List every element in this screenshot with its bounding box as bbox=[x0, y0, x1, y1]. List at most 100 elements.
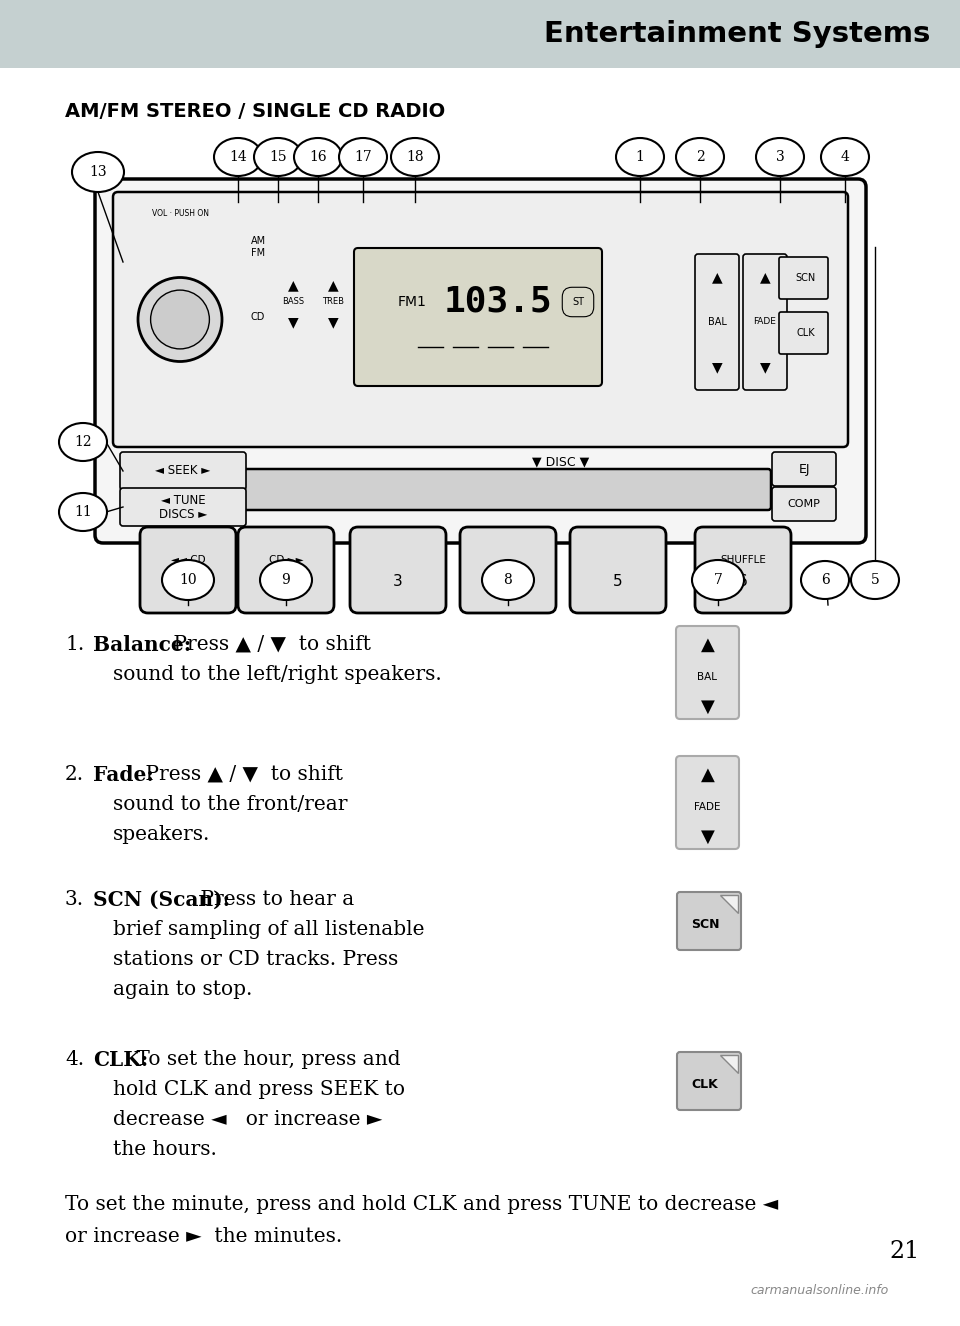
FancyBboxPatch shape bbox=[350, 526, 446, 613]
FancyBboxPatch shape bbox=[676, 626, 739, 719]
Text: FADE: FADE bbox=[754, 317, 777, 326]
Text: ▼ DISC ▼: ▼ DISC ▼ bbox=[532, 455, 589, 468]
Text: 5: 5 bbox=[613, 574, 623, 590]
Ellipse shape bbox=[391, 138, 439, 176]
Polygon shape bbox=[720, 1055, 738, 1073]
Text: 5: 5 bbox=[871, 573, 879, 587]
Text: BAL: BAL bbox=[698, 672, 717, 682]
Ellipse shape bbox=[162, 560, 214, 599]
Ellipse shape bbox=[756, 138, 804, 176]
Ellipse shape bbox=[851, 561, 899, 599]
Ellipse shape bbox=[260, 560, 312, 599]
FancyBboxPatch shape bbox=[140, 526, 236, 613]
Ellipse shape bbox=[692, 560, 744, 599]
Text: ▼: ▼ bbox=[701, 827, 714, 846]
Text: 3: 3 bbox=[394, 574, 403, 590]
FancyBboxPatch shape bbox=[772, 487, 836, 521]
Text: ◄◄ CD: ◄◄ CD bbox=[171, 556, 205, 565]
Text: ▼: ▼ bbox=[288, 316, 299, 329]
Text: 2.: 2. bbox=[65, 765, 84, 784]
Text: 1: 1 bbox=[183, 574, 193, 590]
Polygon shape bbox=[720, 895, 738, 914]
Text: 17: 17 bbox=[354, 150, 372, 164]
Text: 11: 11 bbox=[74, 505, 92, 518]
FancyBboxPatch shape bbox=[772, 452, 836, 487]
Text: 8: 8 bbox=[504, 573, 513, 587]
Bar bbox=[0, 0, 960, 68]
Text: Press to hear a: Press to hear a bbox=[194, 890, 354, 910]
Text: ◄ SEEK ►: ◄ SEEK ► bbox=[156, 464, 210, 477]
FancyBboxPatch shape bbox=[238, 526, 334, 613]
Ellipse shape bbox=[339, 138, 387, 176]
Text: or increase ►  the minutes.: or increase ► the minutes. bbox=[65, 1227, 343, 1246]
FancyBboxPatch shape bbox=[354, 248, 602, 386]
FancyBboxPatch shape bbox=[676, 756, 739, 849]
FancyBboxPatch shape bbox=[570, 526, 666, 613]
Text: ▲: ▲ bbox=[701, 636, 714, 654]
Text: 9: 9 bbox=[281, 573, 290, 587]
Text: 4: 4 bbox=[841, 150, 850, 164]
Text: ▼: ▼ bbox=[759, 359, 770, 374]
FancyBboxPatch shape bbox=[779, 312, 828, 354]
FancyBboxPatch shape bbox=[225, 469, 771, 511]
Text: DISCS ►: DISCS ► bbox=[158, 508, 207, 521]
Text: ▲: ▲ bbox=[711, 271, 722, 284]
Ellipse shape bbox=[801, 561, 849, 599]
FancyBboxPatch shape bbox=[779, 257, 828, 298]
Text: carmanualsonline.info: carmanualsonline.info bbox=[751, 1285, 889, 1298]
Text: Entertainment Systems: Entertainment Systems bbox=[543, 20, 930, 48]
Text: Fade:: Fade: bbox=[93, 765, 154, 785]
Text: again to stop.: again to stop. bbox=[113, 980, 252, 998]
Text: decrease ◄   or increase ►: decrease ◄ or increase ► bbox=[113, 1110, 382, 1128]
FancyBboxPatch shape bbox=[113, 192, 848, 447]
Text: SCN (Scan):: SCN (Scan): bbox=[93, 890, 230, 910]
Text: AM
FM: AM FM bbox=[251, 236, 266, 257]
Text: Balance:: Balance: bbox=[93, 635, 191, 655]
Text: stations or CD tracks. Press: stations or CD tracks. Press bbox=[113, 949, 398, 969]
Circle shape bbox=[138, 277, 222, 362]
Text: 2: 2 bbox=[696, 150, 705, 164]
Text: SCN: SCN bbox=[691, 919, 719, 931]
FancyBboxPatch shape bbox=[120, 488, 246, 526]
Text: brief sampling of all listenable: brief sampling of all listenable bbox=[113, 920, 424, 939]
Text: 15: 15 bbox=[269, 150, 287, 164]
Text: ST: ST bbox=[572, 297, 584, 308]
Text: VOL · PUSH ON: VOL · PUSH ON bbox=[152, 210, 208, 217]
Text: 1: 1 bbox=[636, 150, 644, 164]
Text: EJ: EJ bbox=[799, 463, 809, 476]
Text: SCN: SCN bbox=[796, 273, 816, 282]
Text: ◄ TUNE: ◄ TUNE bbox=[160, 495, 205, 508]
Text: Press ▲ / ▼  to shift: Press ▲ / ▼ to shift bbox=[139, 765, 343, 784]
Ellipse shape bbox=[59, 423, 107, 461]
Ellipse shape bbox=[59, 493, 107, 530]
Text: 12: 12 bbox=[74, 435, 92, 450]
Text: ▼: ▼ bbox=[701, 697, 714, 716]
FancyBboxPatch shape bbox=[677, 892, 741, 949]
Text: 18: 18 bbox=[406, 150, 423, 164]
Text: SHUFFLE: SHUFFLE bbox=[720, 556, 766, 565]
Text: 3.: 3. bbox=[65, 890, 84, 910]
Text: COMP: COMP bbox=[787, 499, 821, 509]
Ellipse shape bbox=[821, 138, 869, 176]
Text: To set the minute, press and hold CLK and press TUNE to decrease ◄: To set the minute, press and hold CLK an… bbox=[65, 1195, 779, 1215]
Text: CD ►►: CD ►► bbox=[269, 556, 303, 565]
Text: 16: 16 bbox=[309, 150, 326, 164]
FancyBboxPatch shape bbox=[460, 526, 556, 613]
Text: sound to the front/rear: sound to the front/rear bbox=[113, 796, 348, 814]
Text: the hours.: the hours. bbox=[113, 1140, 217, 1159]
Text: 13: 13 bbox=[89, 164, 107, 179]
Text: FM1: FM1 bbox=[398, 294, 427, 309]
Text: ▲: ▲ bbox=[327, 278, 338, 292]
FancyBboxPatch shape bbox=[695, 255, 739, 390]
Circle shape bbox=[151, 290, 209, 349]
Text: 4.: 4. bbox=[65, 1050, 84, 1069]
Ellipse shape bbox=[482, 560, 534, 599]
Text: TREB: TREB bbox=[322, 297, 344, 306]
Ellipse shape bbox=[294, 138, 342, 176]
Ellipse shape bbox=[254, 138, 302, 176]
Text: ▼: ▼ bbox=[327, 316, 338, 329]
Text: 103.5: 103.5 bbox=[444, 285, 552, 320]
Text: CLK:: CLK: bbox=[93, 1050, 148, 1070]
FancyBboxPatch shape bbox=[695, 526, 791, 613]
Text: speakers.: speakers. bbox=[113, 825, 210, 845]
